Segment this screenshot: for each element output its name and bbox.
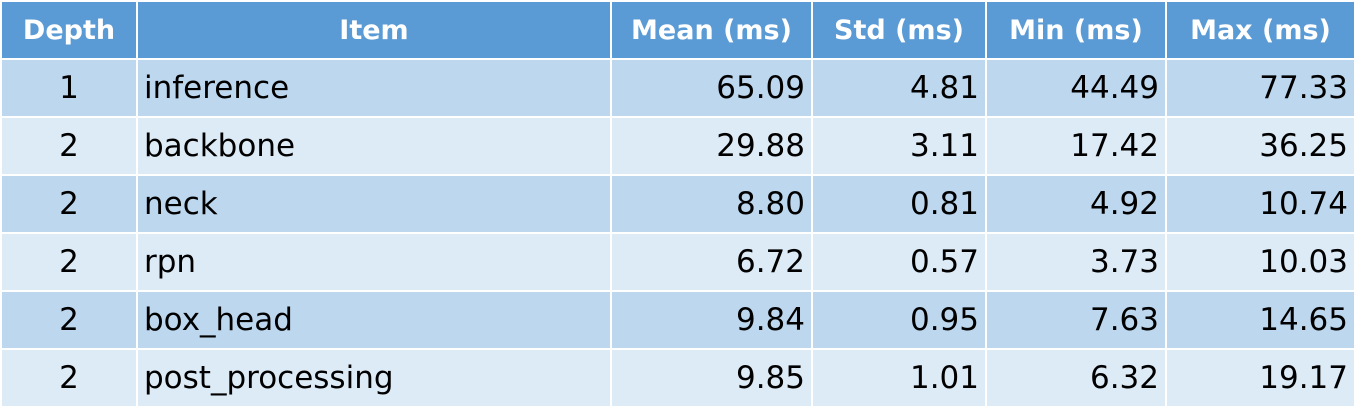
cell-std: 3.11 xyxy=(811,116,987,176)
table-row: 2 box_head 9.84 0.95 7.63 14.65 xyxy=(0,290,1354,350)
header-row: Depth Item Mean (ms) Std (ms) Min (ms) M… xyxy=(0,0,1354,60)
cell-item: rpn xyxy=(136,232,612,292)
cell-depth: 2 xyxy=(0,348,138,408)
header-min: Min (ms) xyxy=(985,0,1167,60)
cell-mean: 29.88 xyxy=(610,116,813,176)
cell-item: neck xyxy=(136,174,612,234)
cell-depth: 2 xyxy=(0,174,138,234)
cell-min: 6.32 xyxy=(985,348,1167,408)
header-max: Max (ms) xyxy=(1165,0,1354,60)
cell-mean: 9.85 xyxy=(610,348,813,408)
cell-min: 44.49 xyxy=(985,58,1167,118)
table-row: 2 rpn 6.72 0.57 3.73 10.03 xyxy=(0,232,1354,292)
header-std: Std (ms) xyxy=(811,0,987,60)
cell-min: 17.42 xyxy=(985,116,1167,176)
cell-std: 4.81 xyxy=(811,58,987,118)
cell-item: box_head xyxy=(136,290,612,350)
cell-depth: 2 xyxy=(0,290,138,350)
cell-max: 77.33 xyxy=(1165,58,1354,118)
cell-max: 36.25 xyxy=(1165,116,1354,176)
cell-depth: 2 xyxy=(0,232,138,292)
cell-min: 3.73 xyxy=(985,232,1167,292)
cell-max: 10.74 xyxy=(1165,174,1354,234)
cell-min: 4.92 xyxy=(985,174,1167,234)
cell-depth: 1 xyxy=(0,58,138,118)
cell-max: 14.65 xyxy=(1165,290,1354,350)
cell-std: 0.95 xyxy=(811,290,987,350)
cell-mean: 65.09 xyxy=(610,58,813,118)
cell-std: 1.01 xyxy=(811,348,987,408)
cell-min: 7.63 xyxy=(985,290,1167,350)
cell-std: 0.81 xyxy=(811,174,987,234)
header-depth: Depth xyxy=(0,0,138,60)
cell-mean: 6.72 xyxy=(610,232,813,292)
cell-mean: 9.84 xyxy=(610,290,813,350)
cell-mean: 8.80 xyxy=(610,174,813,234)
table-row: 2 post_processing 9.85 1.01 6.32 19.17 xyxy=(0,348,1354,408)
cell-max: 10.03 xyxy=(1165,232,1354,292)
cell-item: post_processing xyxy=(136,348,612,408)
table-row: 1 inference 65.09 4.81 44.49 77.33 xyxy=(0,58,1354,118)
cell-item: inference xyxy=(136,58,612,118)
table-row: 2 backbone 29.88 3.11 17.42 36.25 xyxy=(0,116,1354,176)
header-mean: Mean (ms) xyxy=(610,0,813,60)
cell-std: 0.57 xyxy=(811,232,987,292)
cell-item: backbone xyxy=(136,116,612,176)
header-item: Item xyxy=(136,0,612,60)
cell-depth: 2 xyxy=(0,116,138,176)
table-row: 2 neck 8.80 0.81 4.92 10.74 xyxy=(0,174,1354,234)
cell-max: 19.17 xyxy=(1165,348,1354,408)
